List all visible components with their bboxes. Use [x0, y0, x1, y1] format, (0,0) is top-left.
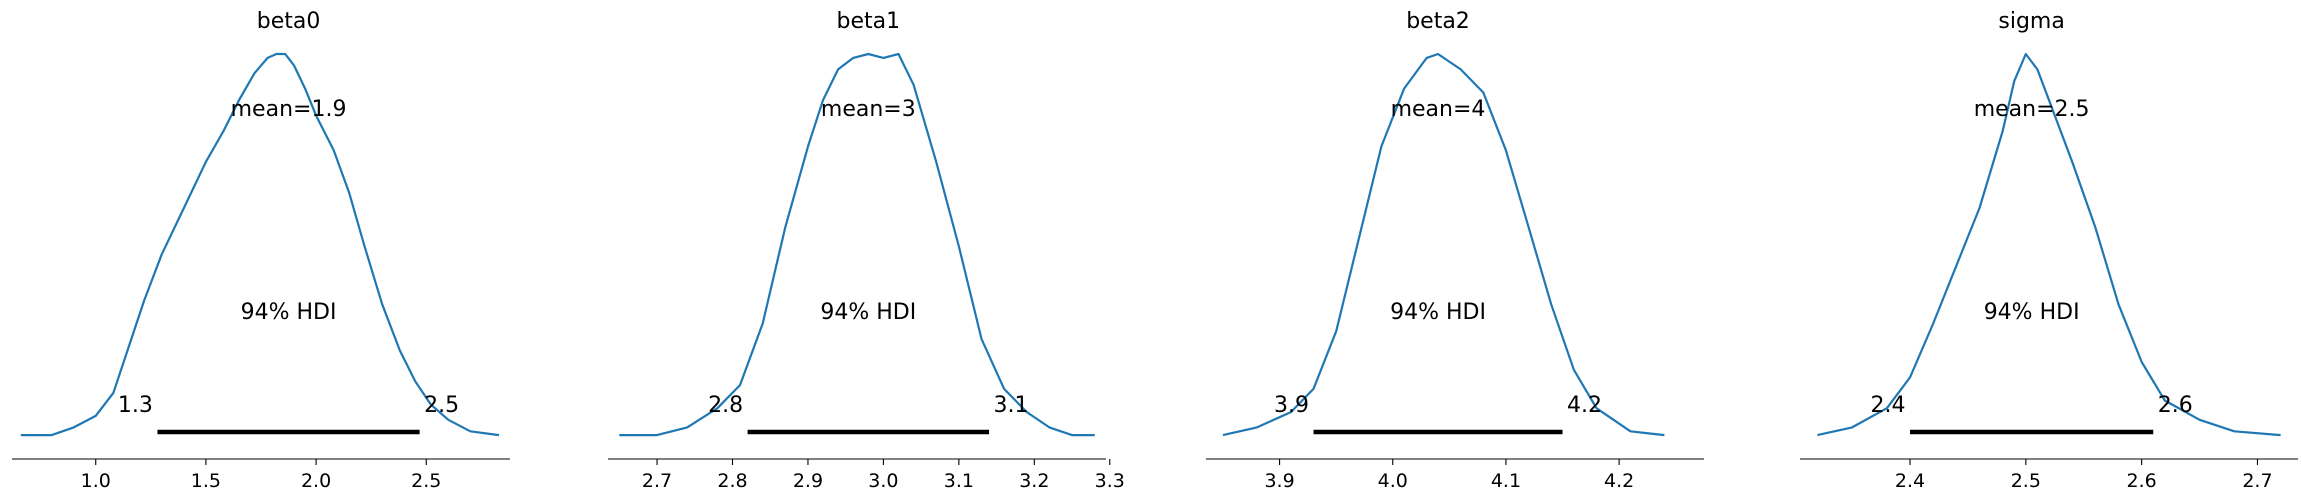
posterior-density-line	[619, 52, 1095, 437]
panel-title: beta1	[837, 9, 901, 34]
hdi-high-label: 2.6	[2158, 393, 2193, 418]
panel-title: beta2	[1406, 9, 1470, 34]
x-tick-label: 3.0	[868, 470, 898, 492]
posterior-panel-beta1: beta1 mean=3 94% HDI 2.8 3.1 2.7 2.8 2.9 3.0 3.1 3…	[608, 9, 1125, 492]
panel-title: sigma	[1998, 9, 2064, 34]
posterior-panel-beta2: beta2 mean=4 94% HDI 3.9 4.2 3.9 4.0 4.1 4.2	[1206, 9, 1704, 492]
mean-label: mean=4	[1391, 97, 1486, 122]
hdi-low-label: 3.9	[1274, 393, 1309, 418]
mean-label: mean=3	[821, 97, 916, 122]
mean-label: mean=2.5	[1974, 97, 2090, 122]
x-tick-label: 4.1	[1491, 470, 1521, 492]
hdi-label: 94% HDI	[820, 300, 916, 325]
panel-title: beta0	[257, 9, 321, 34]
hdi-label: 94% HDI	[1984, 300, 2080, 325]
x-tick-label: 2.0	[301, 470, 331, 492]
x-tick-label: 3.2	[1019, 470, 1049, 492]
x-tick-label: 2.7	[2242, 470, 2272, 492]
x-tick-label: 2.5	[411, 470, 441, 492]
hdi-low-label: 2.8	[708, 393, 743, 418]
x-tick-label: 2.7	[642, 470, 672, 492]
hdi-label: 94% HDI	[241, 300, 337, 325]
posterior-density-line	[1222, 52, 1665, 437]
x-tick-label: 3.1	[944, 470, 974, 492]
x-tick-label: 3.9	[1264, 470, 1294, 492]
posterior-panel-sigma: sigma mean=2.5 94% HDI 2.4 2.6 2.4 2.5 2.6 2.7	[1800, 9, 2298, 492]
posterior-density-line	[1817, 52, 2281, 437]
x-tick-label: 4.2	[1604, 470, 1634, 492]
hdi-low-label: 1.3	[118, 393, 153, 418]
x-tick-label: 1.0	[81, 470, 111, 492]
x-tick-label: 1.5	[191, 470, 221, 492]
x-tick-label: 2.5	[2011, 470, 2041, 492]
hdi-high-label: 2.5	[424, 393, 459, 418]
x-tick-label: 2.9	[793, 470, 823, 492]
x-tick-label: 3.3	[1095, 470, 1125, 492]
x-tick-label: 2.8	[717, 470, 747, 492]
posterior-panel-beta0: beta0 mean=1.9 94% HDI 1.3 2.5 1.0 1.5 2.0 2.5	[12, 9, 510, 492]
x-tick-label: 2.6	[2127, 470, 2157, 492]
x-tick-label: 4.0	[1378, 470, 1408, 492]
hdi-low-label: 2.4	[1871, 393, 1906, 418]
posterior-density-line	[20, 52, 500, 437]
hdi-high-label: 4.2	[1567, 393, 1602, 418]
mean-label: mean=1.9	[231, 97, 347, 122]
hdi-high-label: 3.1	[994, 393, 1029, 418]
x-tick-label: 2.4	[1895, 470, 1925, 492]
hdi-label: 94% HDI	[1390, 300, 1486, 325]
